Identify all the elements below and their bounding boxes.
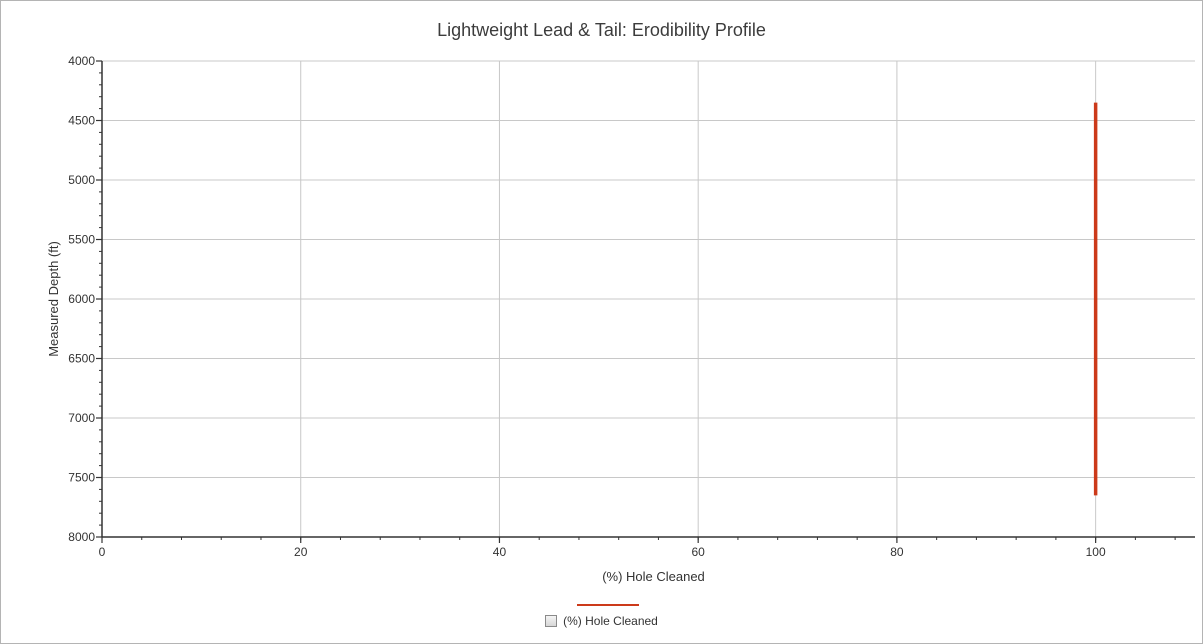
x-tick-label: 100 — [1086, 545, 1106, 559]
x-tick-label: 60 — [692, 545, 706, 559]
chart-plot-area: 4000 4500 5000 5500 6000 6500 7000 7500 8000 0 20 4… — [46, 54, 1195, 584]
y-tick-label: 6000 — [68, 292, 95, 306]
x-tick-label: 0 — [99, 545, 106, 559]
legend-series-swatch — [576, 604, 639, 606]
legend-checkbox[interactable] — [545, 615, 558, 627]
y-tick-label: 4500 — [68, 114, 95, 128]
y-axis-title: Measured Depth (ft) — [46, 241, 61, 357]
y-tick-label: 4000 — [68, 54, 95, 68]
y-tick-label: 8000 — [68, 530, 95, 544]
x-tick-label: 40 — [493, 545, 507, 559]
legend-item-hole-cleaned[interactable]: (%) Hole Cleaned — [545, 604, 658, 628]
x-tick-label: 20 — [294, 545, 308, 559]
y-tick-label: 6500 — [68, 352, 95, 366]
y-tick-label: 5000 — [68, 173, 95, 187]
legend-label: (%) Hole Cleaned — [563, 614, 658, 628]
chart-title: Lightweight Lead & Tail: Erodibility Pro… — [437, 20, 766, 40]
x-tick-label: 80 — [890, 545, 904, 559]
y-tick-label: 7500 — [68, 471, 95, 485]
x-axis-title: (%) Hole Cleaned — [602, 569, 705, 584]
y-tick-label: 5500 — [68, 233, 95, 247]
y-tick-label: 7000 — [68, 411, 95, 425]
legend: (%) Hole Cleaned — [0, 604, 1203, 628]
